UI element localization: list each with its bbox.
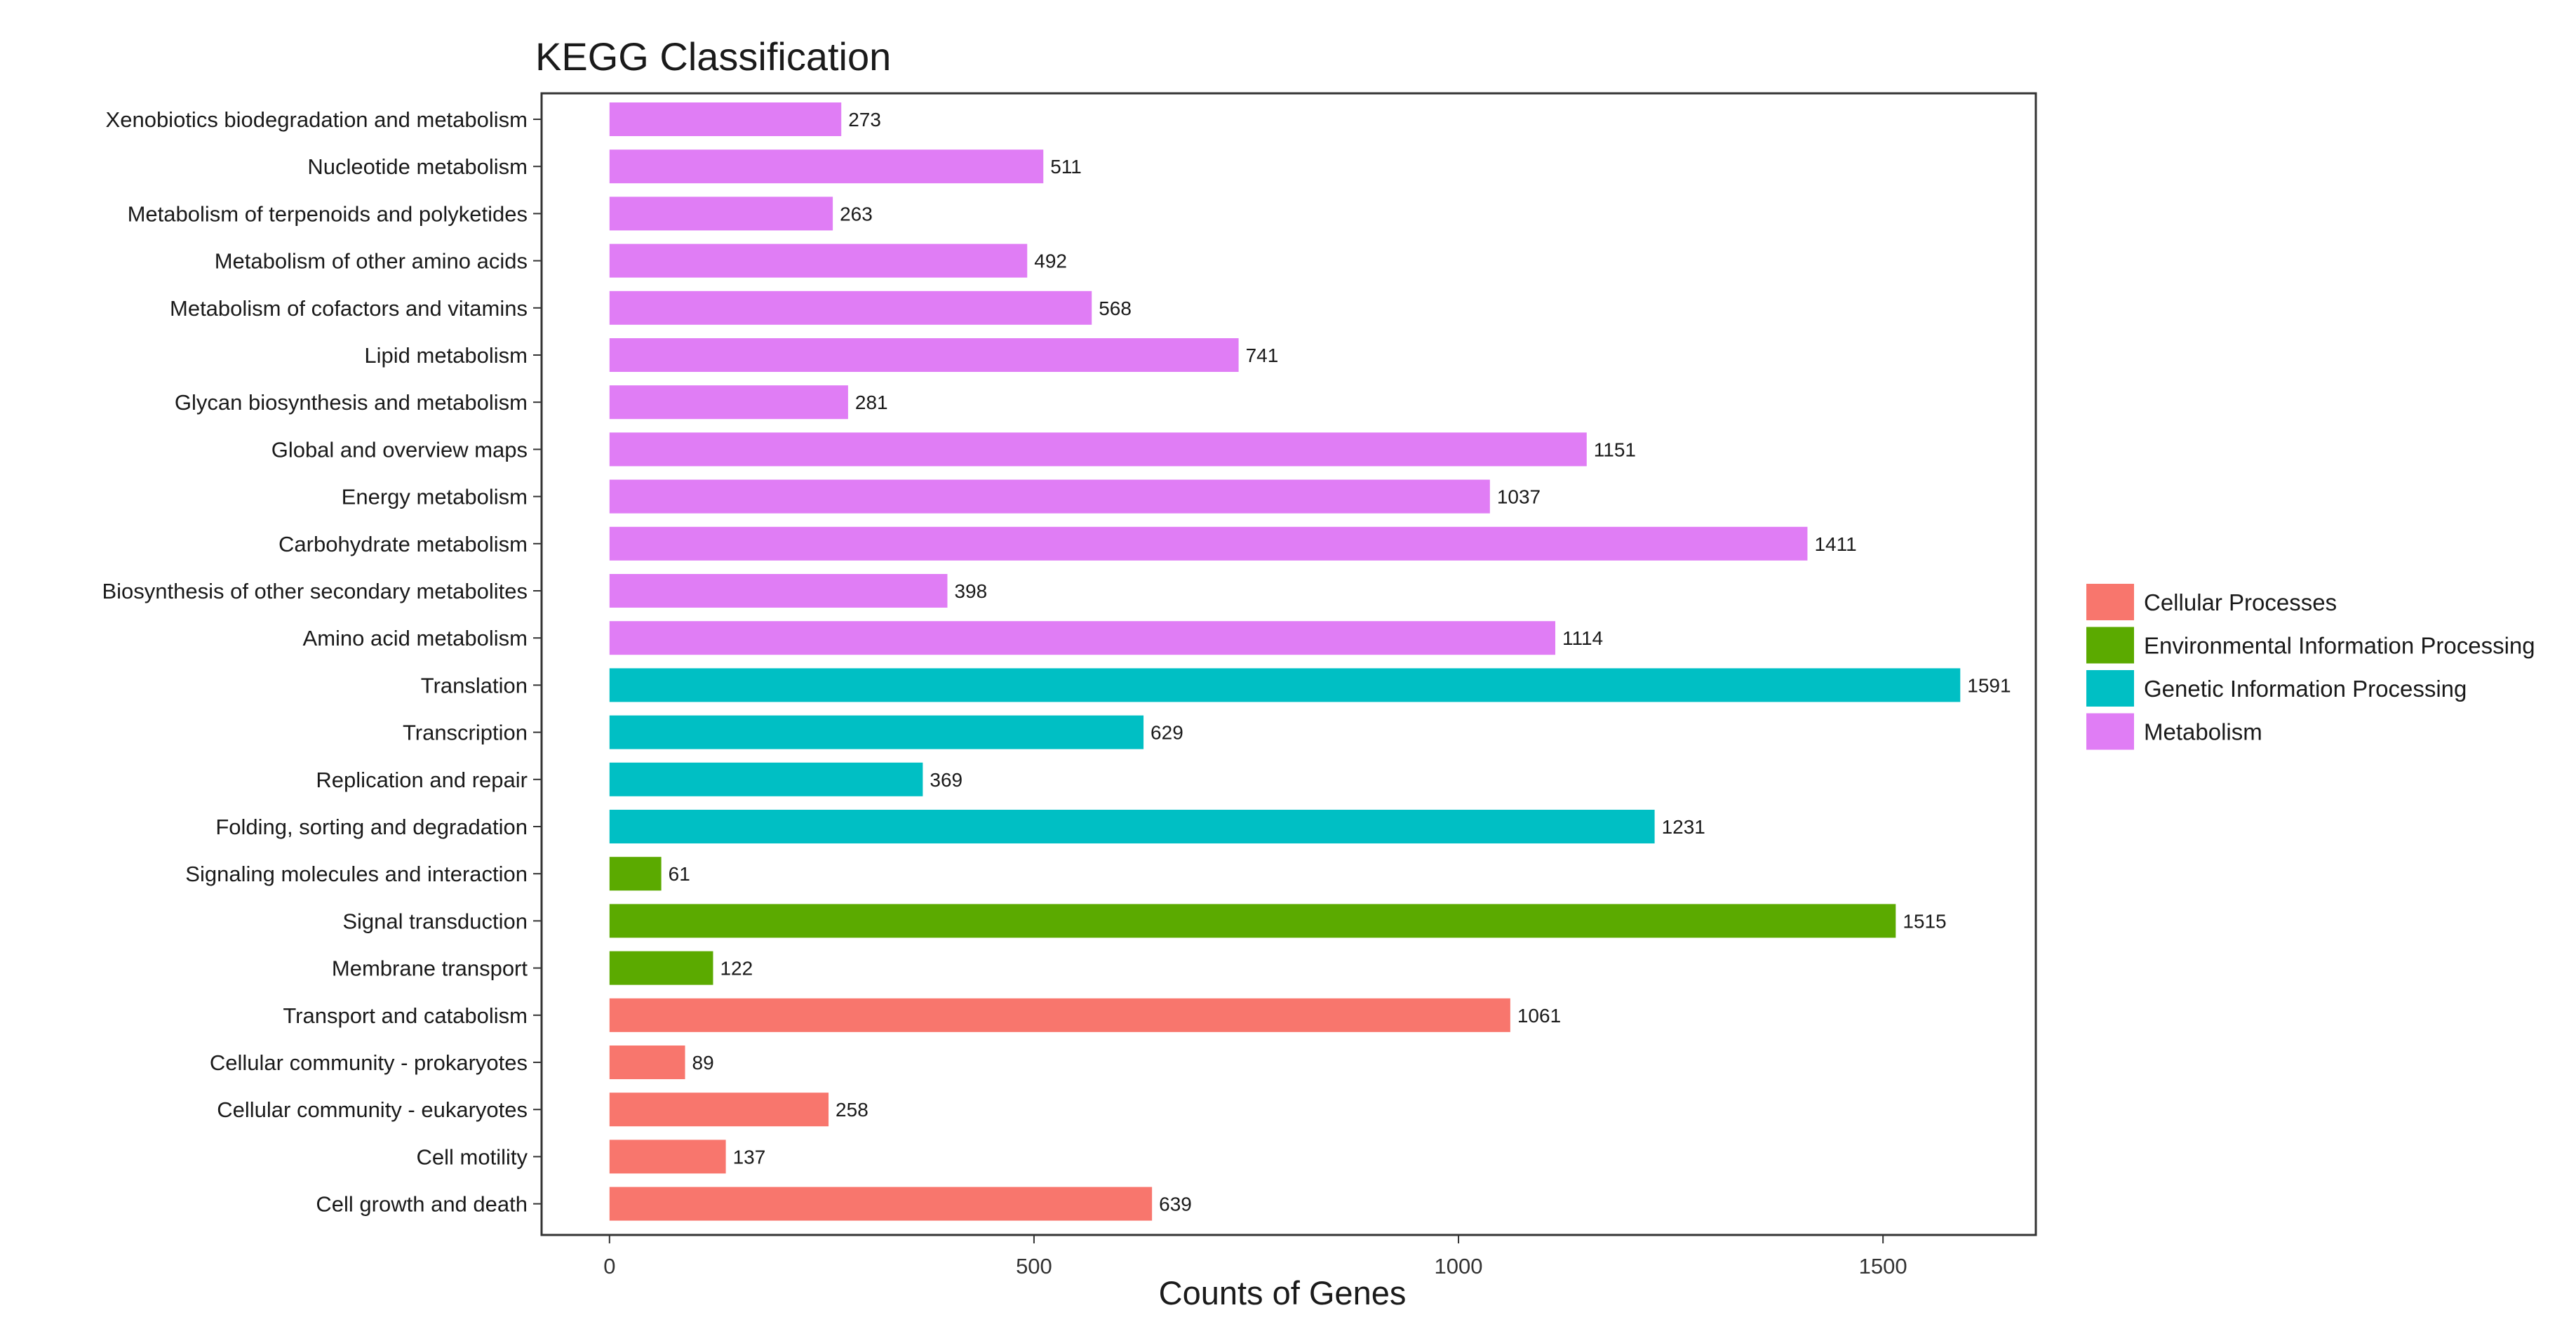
legend-swatch-metabolism	[2086, 713, 2134, 750]
y-tick-label-metabolism-of-cofactors-and-vitamins: Metabolism of cofactors and vitamins	[170, 296, 528, 321]
value-label-cell-growth-and-death: 639	[1159, 1194, 1192, 1215]
bar-energy-metabolism	[609, 479, 1490, 514]
value-label-lipid-metabolism: 741	[1246, 345, 1279, 366]
bar-cellular-community-eukaryotes	[609, 1093, 829, 1127]
y-tick-label-metabolism-of-terpenoids-and-polyketides: Metabolism of terpenoids and polyketides	[128, 201, 528, 226]
y-tick-label-folding-sorting-and-degradation: Folding, sorting and degradation	[215, 815, 528, 839]
value-label-metabolism-of-terpenoids-and-polyketides: 263	[840, 203, 873, 225]
bar-glycan-biosynthesis-and-metabolism	[609, 385, 848, 420]
y-tick-label-membrane-transport: Membrane transport	[332, 956, 528, 981]
bar-carbohydrate-metabolism	[609, 526, 1808, 561]
y-tick-label-signal-transduction: Signal transduction	[342, 909, 528, 933]
legend-swatch-environmental-information-processing	[2086, 627, 2134, 664]
value-label-carbohydrate-metabolism: 1411	[1814, 533, 1856, 555]
legend-label-environmental-information-processing: Environmental Information Processing	[2144, 633, 2535, 659]
y-tick-label-metabolism-of-other-amino-acids: Metabolism of other amino acids	[215, 249, 528, 274]
bar-signal-transduction	[609, 904, 1896, 938]
y-tick-label-lipid-metabolism: Lipid metabolism	[364, 343, 528, 368]
x-tick-label-1500: 1500	[1859, 1254, 1907, 1278]
bars-layer	[609, 102, 1961, 1221]
y-tick-label-carbohydrate-metabolism: Carbohydrate metabolism	[279, 532, 528, 556]
chart-title: KEGG Classification	[535, 34, 891, 79]
value-label-membrane-transport: 122	[720, 958, 753, 980]
x-axis: 0 500 1000 1500	[603, 1235, 1907, 1278]
bar-nucleotide-metabolism	[609, 149, 1044, 184]
legend-label-metabolism: Metabolism	[2144, 719, 2262, 745]
value-label-transcription: 629	[1151, 722, 1183, 744]
bar-cell-motility	[609, 1140, 726, 1174]
value-label-signaling-molecules-and-interaction: 61	[669, 863, 690, 885]
value-labels-layer: 273 511 263 492 568 741 281 1151 1037 1411 398 1114…	[669, 109, 2011, 1215]
value-label-cell-motility: 137	[733, 1146, 766, 1168]
bar-folding-sorting-and-degradation	[609, 810, 1655, 843]
y-tick-label-nucleotide-metabolism: Nucleotide metabolism	[307, 154, 528, 179]
y-tick-label-translation: Translation	[421, 673, 528, 697]
y-tick-label-transcription: Transcription	[403, 721, 528, 745]
bar-cell-growth-and-death	[609, 1187, 1153, 1221]
value-label-biosynthesis-of-other-secondary-metabolites: 398	[954, 580, 987, 602]
bar-replication-and-repair	[609, 762, 923, 796]
value-label-transport-and-catabolism: 1061	[1517, 1005, 1561, 1027]
y-tick-label-signaling-molecules-and-interaction: Signaling molecules and interaction	[185, 862, 528, 886]
bar-membrane-transport	[609, 951, 713, 985]
bar-metabolism-of-cofactors-and-vitamins	[609, 290, 1092, 325]
value-label-signal-transduction: 1515	[1903, 910, 1946, 932]
y-tick-label-cellular-community-prokaryotes: Cellular community - prokaryotes	[210, 1050, 528, 1075]
bar-transcription	[609, 715, 1144, 749]
y-tick-label-global-and-overview-maps: Global and overview maps	[271, 437, 528, 462]
y-tick-label-cellular-community-eukaryotes: Cellular community - eukaryotes	[217, 1097, 528, 1122]
y-tick-label-glycan-biosynthesis-and-metabolism: Glycan biosynthesis and metabolism	[175, 390, 528, 415]
legend-swatch-cellular-processes	[2086, 584, 2134, 620]
y-tick-label-energy-metabolism: Energy metabolism	[342, 485, 528, 509]
bar-global-and-overview-maps	[609, 432, 1587, 467]
bar-biosynthesis-of-other-secondary-metabolites	[609, 574, 948, 608]
y-tick-label-cell-motility: Cell motility	[417, 1144, 528, 1169]
value-label-cellular-community-eukaryotes: 258	[836, 1099, 868, 1121]
value-label-xenobiotics-biodegradation-and-metabolism: 273	[848, 109, 881, 131]
y-tick-label-cell-growth-and-death: Cell growth and death	[316, 1192, 528, 1217]
bar-translation	[609, 668, 1961, 702]
bar-transport-and-catabolism	[609, 998, 1510, 1032]
y-tick-label-xenobiotics-biodegradation-and-metabolism: Xenobiotics biodegradation and metabolis…	[106, 107, 528, 132]
y-tick-label-transport-and-catabolism: Transport and catabolism	[283, 1003, 528, 1028]
x-tick-label-0: 0	[603, 1254, 615, 1278]
value-label-metabolism-of-other-amino-acids: 492	[1034, 250, 1067, 272]
bar-xenobiotics-biodegradation-and-metabolism	[609, 102, 842, 136]
value-label-nucleotide-metabolism: 511	[1050, 156, 1082, 178]
x-tick-label-1000: 1000	[1435, 1254, 1483, 1278]
legend-label-genetic-information-processing: Genetic Information Processing	[2144, 676, 2467, 702]
plot-panel-border	[540, 92, 2037, 1236]
value-label-cellular-community-prokaryotes: 89	[692, 1052, 714, 1074]
y-axis: Xenobiotics biodegradation and metabolis…	[102, 107, 542, 1217]
value-label-translation: 1591	[1967, 674, 2011, 696]
bar-metabolism-of-other-amino-acids	[609, 243, 1028, 278]
legend: Cellular Processes Environmental Informat…	[2086, 584, 2535, 750]
value-label-replication-and-repair: 369	[930, 769, 962, 791]
bar-lipid-metabolism	[609, 338, 1239, 372]
value-label-folding-sorting-and-degradation: 1231	[1662, 816, 1705, 838]
value-label-energy-metabolism: 1037	[1497, 486, 1541, 508]
value-label-metabolism-of-cofactors-and-vitamins: 568	[1099, 298, 1132, 319]
y-tick-label-replication-and-repair: Replication and repair	[316, 768, 528, 792]
value-label-amino-acid-metabolism: 1114	[1562, 627, 1603, 649]
bar-cellular-community-prokaryotes	[609, 1046, 685, 1079]
bar-amino-acid-metabolism	[609, 621, 1556, 655]
x-tick-label-500: 500	[1016, 1254, 1052, 1278]
value-label-glycan-biosynthesis-and-metabolism: 281	[855, 392, 888, 413]
bar-metabolism-of-terpenoids-and-polyketides	[609, 196, 833, 231]
legend-swatch-genetic-information-processing	[2086, 670, 2134, 707]
y-tick-label-biosynthesis-of-other-secondary-metabolites: Biosynthesis of other secondary metaboli…	[102, 579, 528, 603]
x-axis-title: Counts of Genes	[1159, 1274, 1407, 1311]
y-tick-label-amino-acid-metabolism: Amino acid metabolism	[303, 626, 528, 650]
value-label-global-and-overview-maps: 1151	[1594, 439, 1636, 460]
legend-label-cellular-processes: Cellular Processes	[2144, 589, 2337, 615]
bar-signaling-molecules-and-interaction	[609, 857, 662, 891]
